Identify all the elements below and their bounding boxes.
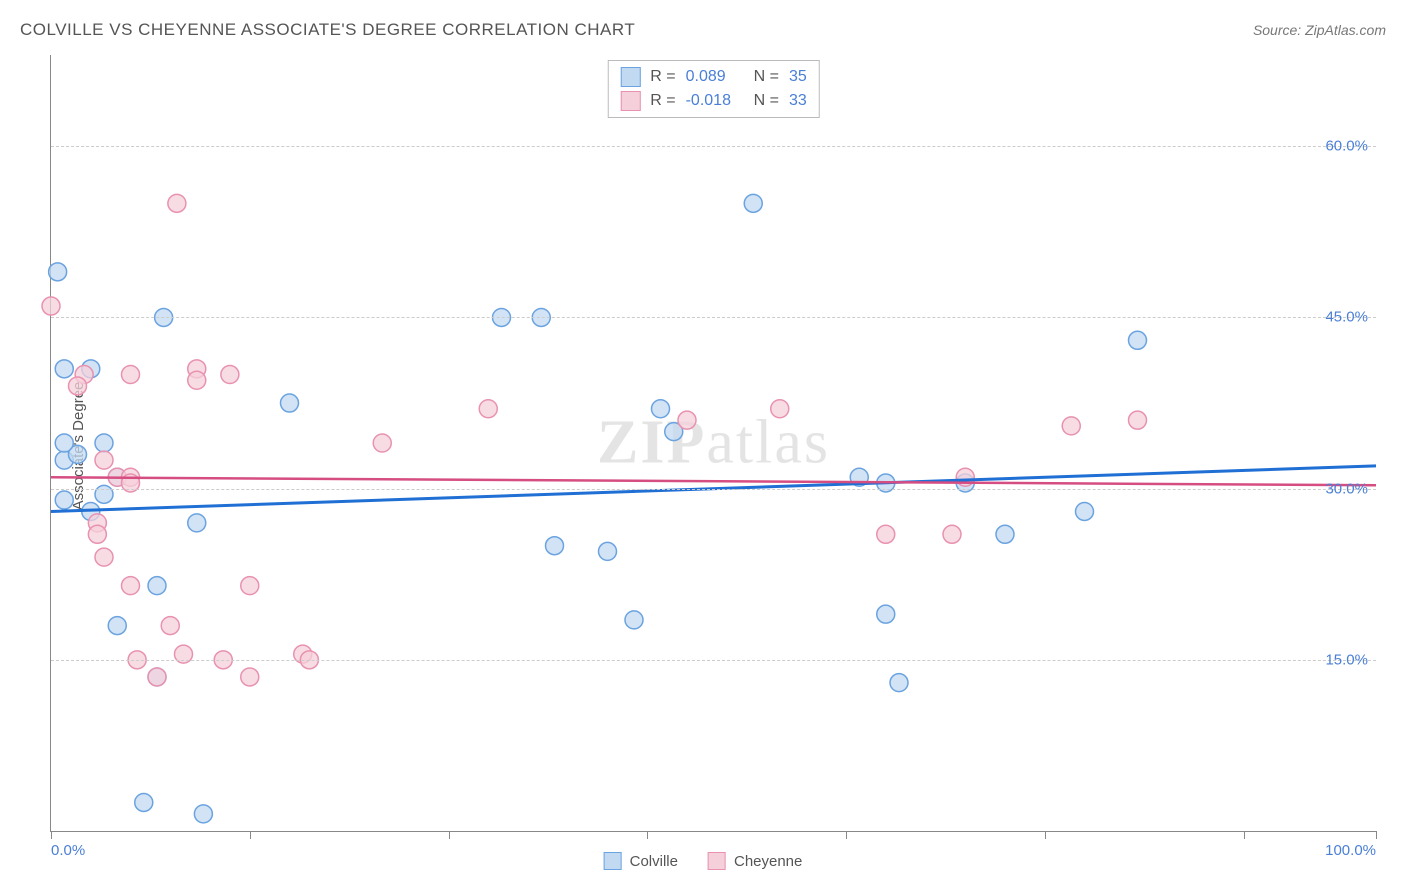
data-point bbox=[877, 525, 895, 543]
data-point bbox=[241, 577, 259, 595]
legend-swatch bbox=[620, 67, 640, 87]
gridline bbox=[51, 660, 1376, 661]
data-point bbox=[281, 394, 299, 412]
n-value: 35 bbox=[789, 68, 807, 86]
data-point bbox=[744, 194, 762, 212]
data-point bbox=[479, 400, 497, 418]
legend-label: Cheyenne bbox=[734, 853, 802, 870]
data-point bbox=[69, 377, 87, 395]
data-point bbox=[599, 542, 617, 560]
data-point bbox=[148, 577, 166, 595]
data-point bbox=[168, 194, 186, 212]
data-point bbox=[55, 360, 73, 378]
r-label: R = bbox=[650, 92, 675, 110]
data-point bbox=[194, 805, 212, 823]
data-point bbox=[188, 371, 206, 389]
stats-legend-row: R = -0.018 N = 33 bbox=[620, 89, 806, 113]
data-point bbox=[95, 548, 113, 566]
x-axis-max-label: 100.0% bbox=[1325, 842, 1376, 859]
data-point bbox=[95, 434, 113, 452]
data-point bbox=[148, 668, 166, 686]
legend-swatch bbox=[620, 91, 640, 111]
data-point bbox=[1129, 331, 1147, 349]
data-point bbox=[88, 525, 106, 543]
data-point bbox=[221, 366, 239, 384]
data-point bbox=[373, 434, 391, 452]
y-tick-label: 30.0% bbox=[1325, 480, 1368, 497]
data-point bbox=[877, 605, 895, 623]
chart-header: COLVILLE VS CHEYENNE ASSOCIATE'S DEGREE … bbox=[20, 20, 1386, 40]
data-point bbox=[55, 434, 73, 452]
legend-label: Colville bbox=[630, 853, 678, 870]
x-tick bbox=[846, 831, 847, 839]
y-tick-label: 15.0% bbox=[1325, 651, 1368, 668]
r-label: R = bbox=[650, 68, 675, 86]
stats-legend-row: R = 0.089 N = 35 bbox=[620, 65, 806, 89]
data-point bbox=[678, 411, 696, 429]
legend-item: Cheyenne bbox=[708, 852, 802, 870]
x-tick bbox=[1045, 831, 1046, 839]
source-attribution: Source: ZipAtlas.com bbox=[1253, 22, 1386, 38]
data-point bbox=[122, 577, 140, 595]
data-point bbox=[1062, 417, 1080, 435]
x-tick bbox=[449, 831, 450, 839]
legend-swatch bbox=[708, 852, 726, 870]
x-tick bbox=[51, 831, 52, 839]
data-point bbox=[1129, 411, 1147, 429]
y-tick-label: 60.0% bbox=[1325, 138, 1368, 155]
gridline bbox=[51, 146, 1376, 147]
legend-item: Colville bbox=[604, 852, 678, 870]
data-point bbox=[42, 297, 60, 315]
data-point bbox=[890, 674, 908, 692]
trend-line bbox=[51, 477, 1376, 485]
data-point bbox=[122, 366, 140, 384]
data-point bbox=[135, 793, 153, 811]
gridline bbox=[51, 489, 1376, 490]
y-tick-label: 45.0% bbox=[1325, 309, 1368, 326]
x-tick bbox=[1244, 831, 1245, 839]
series-legend: Colville Cheyenne bbox=[604, 852, 803, 870]
data-point bbox=[241, 668, 259, 686]
data-point bbox=[1076, 502, 1094, 520]
x-tick bbox=[250, 831, 251, 839]
x-tick bbox=[647, 831, 648, 839]
n-value: 33 bbox=[789, 92, 807, 110]
data-point bbox=[49, 263, 67, 281]
r-value: 0.089 bbox=[686, 68, 744, 86]
data-point bbox=[625, 611, 643, 629]
chart-plot-area: ZIPatlas R = 0.089 N = 35 R = -0.018 N =… bbox=[50, 55, 1376, 832]
data-point bbox=[996, 525, 1014, 543]
n-label: N = bbox=[754, 92, 779, 110]
r-value: -0.018 bbox=[686, 92, 744, 110]
data-point bbox=[188, 514, 206, 532]
data-point bbox=[546, 537, 564, 555]
chart-title: COLVILLE VS CHEYENNE ASSOCIATE'S DEGREE … bbox=[20, 20, 635, 40]
x-axis-min-label: 0.0% bbox=[51, 842, 85, 859]
gridline bbox=[51, 317, 1376, 318]
stats-legend-box: R = 0.089 N = 35 R = -0.018 N = 33 bbox=[607, 60, 819, 118]
data-point bbox=[652, 400, 670, 418]
n-label: N = bbox=[754, 68, 779, 86]
data-point bbox=[771, 400, 789, 418]
data-point bbox=[943, 525, 961, 543]
legend-swatch bbox=[604, 852, 622, 870]
data-point bbox=[95, 451, 113, 469]
scatter-plot-svg bbox=[51, 55, 1376, 831]
data-point bbox=[108, 617, 126, 635]
data-point bbox=[55, 491, 73, 509]
data-point bbox=[161, 617, 179, 635]
x-tick bbox=[1376, 831, 1377, 839]
